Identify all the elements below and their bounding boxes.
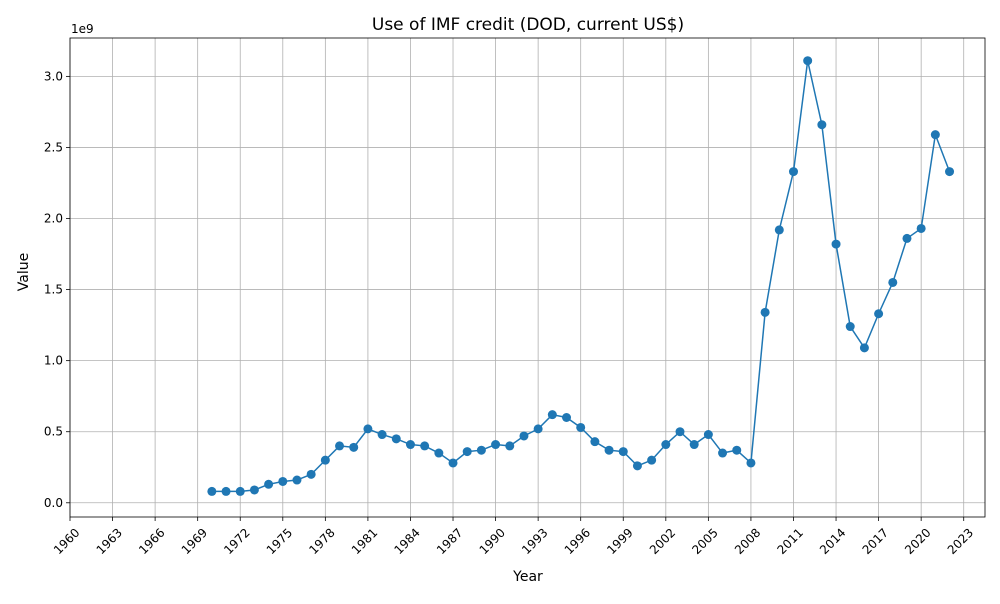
data-point (519, 431, 529, 441)
data-point (476, 445, 486, 455)
data-point (945, 167, 955, 177)
grid (69, 38, 985, 517)
chart-title: Use of IMF credit (DOD, current US$) (372, 15, 684, 35)
data-point (703, 430, 713, 440)
data-point (278, 476, 288, 486)
data-point (221, 486, 231, 496)
data-point (675, 427, 685, 437)
data-point (746, 458, 756, 468)
y-tick-label: 0.0 (44, 496, 63, 510)
y-tick-label: 1.0 (44, 354, 63, 368)
data-point (249, 485, 259, 495)
y-axis-offset-label: 1e9 (71, 22, 94, 36)
data-point (320, 455, 330, 465)
y-tick-label: 1.5 (44, 283, 63, 297)
x-axis-title: Year (512, 569, 543, 585)
data-point (661, 440, 671, 450)
data-point (718, 448, 728, 458)
data-point (902, 233, 912, 243)
data-point (363, 424, 373, 434)
data-point (874, 309, 884, 319)
data-point (888, 277, 898, 287)
data-point (420, 441, 430, 451)
data-point (803, 56, 813, 66)
data-point (349, 442, 359, 452)
data-point (604, 445, 614, 455)
data-point (788, 167, 798, 177)
series-layer (207, 56, 955, 496)
data-point (774, 225, 784, 235)
data-point (491, 440, 501, 450)
data-point (760, 307, 770, 317)
y-tick-label: 2.5 (44, 140, 63, 154)
data-point (505, 441, 515, 451)
y-tick-label: 2.0 (44, 212, 63, 226)
data-point (207, 486, 217, 496)
y-tick-label: 3.0 (44, 69, 63, 83)
y-tick-label: 0.5 (44, 425, 63, 439)
data-point (647, 455, 657, 465)
data-point (306, 469, 316, 479)
data-point (632, 461, 642, 471)
data-point (448, 458, 458, 468)
data-point (434, 448, 444, 458)
data-point (235, 486, 245, 496)
plot-frame (69, 37, 986, 518)
data-point (547, 410, 557, 420)
data-point (292, 475, 302, 485)
data-point (831, 239, 841, 249)
data-point (576, 422, 586, 432)
data-point (377, 430, 387, 440)
data-point (533, 424, 543, 434)
data-point (732, 445, 742, 455)
data-point (618, 447, 628, 457)
data-point (845, 322, 855, 332)
data-point (405, 440, 415, 450)
data-point (562, 413, 572, 423)
data-point (817, 120, 827, 130)
data-point (391, 434, 401, 444)
data-point (462, 447, 472, 457)
data-point (264, 479, 274, 489)
data-point (930, 130, 940, 140)
data-point (689, 440, 699, 450)
y-axis-title: Value (16, 253, 32, 291)
data-point (859, 343, 869, 353)
data-point (590, 437, 600, 447)
data-point (916, 223, 926, 233)
data-point (335, 441, 345, 451)
